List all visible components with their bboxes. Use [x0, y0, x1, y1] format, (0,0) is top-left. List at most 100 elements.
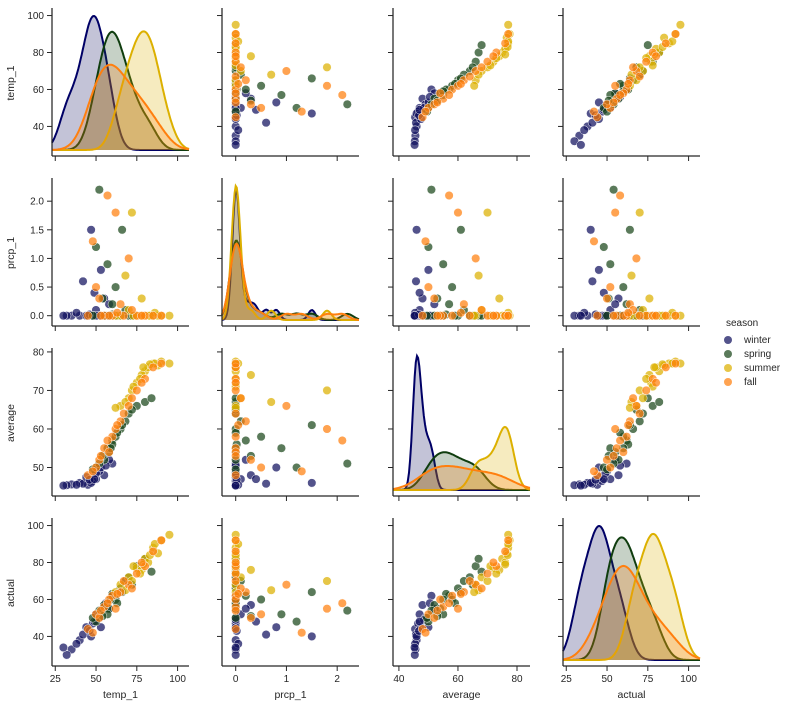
kde-fill-spring — [393, 452, 530, 490]
point-winter — [96, 265, 106, 275]
point-spring — [474, 554, 484, 564]
point-fall — [631, 253, 641, 263]
point-summer — [164, 530, 174, 540]
point-fall — [88, 236, 98, 246]
point-fall — [112, 589, 122, 599]
point-fall — [444, 598, 454, 608]
point-fall — [111, 208, 121, 218]
x-tick-label: 25 — [50, 674, 62, 685]
point-fall — [231, 385, 241, 395]
point-fall — [233, 79, 243, 89]
point-summer — [164, 358, 174, 369]
point-fall — [420, 107, 431, 117]
point-summer — [322, 385, 332, 395]
point-fall — [631, 401, 641, 411]
legend-marker-summer — [724, 364, 732, 372]
point-spring — [342, 459, 352, 469]
kde-line-spring — [393, 451, 530, 491]
point-spring — [307, 587, 317, 597]
kde-fill-winter — [222, 189, 359, 320]
point-summer — [494, 293, 504, 304]
point-fall — [88, 466, 98, 476]
point-fall — [417, 311, 428, 321]
point-summer — [164, 311, 174, 321]
point-fall — [96, 451, 106, 461]
point-winter — [251, 474, 261, 484]
point-fall — [456, 79, 466, 89]
point-fall — [137, 311, 147, 321]
point-fall — [156, 358, 166, 369]
point-fall — [615, 435, 625, 446]
point-fall — [488, 51, 498, 61]
point-fall — [618, 447, 628, 457]
point-fall — [500, 38, 510, 48]
point-spring — [94, 185, 104, 195]
point-summer — [266, 585, 276, 595]
point-fall — [104, 447, 114, 457]
point-fall — [453, 604, 463, 614]
point-winter — [410, 125, 420, 135]
point-fall — [96, 311, 106, 321]
point-summer — [638, 393, 648, 403]
legend-title: season — [726, 318, 759, 329]
point-fall — [651, 378, 661, 388]
point-spring — [599, 242, 609, 252]
kde-fill-winter — [393, 356, 530, 490]
y-tick-label: 1.0 — [30, 254, 44, 265]
point-winter — [58, 642, 68, 653]
point-fall — [297, 628, 307, 638]
point-winter — [233, 125, 243, 135]
point-spring — [438, 259, 448, 269]
point-fall — [432, 97, 442, 107]
y-tick-label: 40 — [33, 632, 45, 643]
y-tick-label: 2.0 — [30, 197, 44, 208]
point-summer — [246, 51, 256, 61]
point-fall — [233, 589, 243, 599]
point-fall — [94, 293, 104, 304]
point-spring — [625, 225, 635, 235]
y-tick-label: 100 — [27, 11, 44, 22]
point-winter — [231, 642, 241, 653]
legend-label: spring — [744, 348, 772, 360]
legend-label: summer — [744, 362, 781, 374]
kde-line-fall — [392, 465, 531, 490]
point-fall — [592, 311, 602, 321]
point-fall — [447, 311, 457, 321]
legend-label: winter — [744, 334, 771, 346]
point-fall — [83, 311, 93, 321]
point-winter — [426, 591, 436, 601]
point-winter — [241, 604, 251, 614]
point-spring — [307, 420, 317, 430]
point-winter — [78, 276, 88, 286]
panel-actual-vs-actual: 25 50 75 100 — [558, 518, 701, 685]
kde-fill-winter — [52, 16, 189, 150]
point-spring — [654, 397, 664, 407]
y-tick-label: 60 — [33, 595, 45, 606]
point-fall — [231, 409, 241, 419]
kde-fill-spring — [222, 240, 359, 320]
point-fall — [104, 311, 114, 321]
point-spring — [102, 259, 113, 269]
point-fall — [231, 470, 241, 480]
point-fall — [670, 29, 681, 39]
point-spring — [241, 435, 251, 446]
x-tick-label: 80 — [511, 674, 523, 685]
point-fall — [127, 393, 137, 403]
x-tick-label: 75 — [131, 674, 143, 685]
panel-temp_1-vs-prcp_1 — [217, 8, 359, 161]
point-winter — [411, 276, 421, 286]
point-spring — [117, 225, 127, 235]
point-fall — [477, 305, 487, 315]
point-fall — [231, 378, 241, 388]
point-fall — [661, 38, 671, 48]
panel-actual-vs-prcp_1: 0 1 2 — [217, 518, 359, 685]
point-spring — [456, 225, 466, 235]
point-spring — [276, 609, 286, 619]
kde-line-summer — [221, 183, 359, 321]
point-fall — [605, 462, 615, 473]
point-fall — [231, 38, 241, 48]
point-fall — [465, 576, 475, 586]
point-winter — [261, 118, 271, 128]
point-fall — [420, 236, 431, 246]
x-tick-label: 50 — [90, 674, 102, 685]
